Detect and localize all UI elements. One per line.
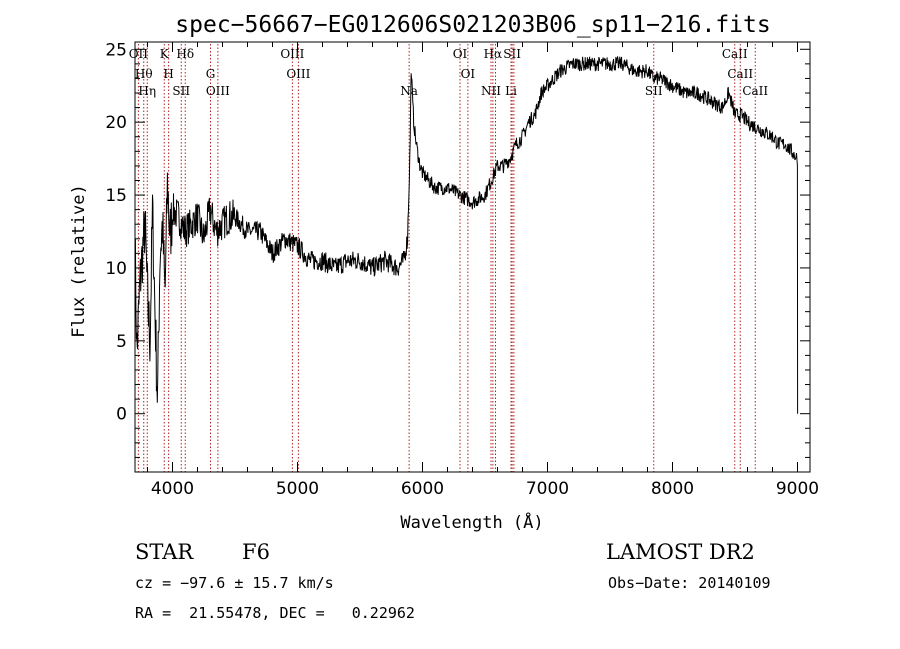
plot-frame xyxy=(134,41,811,473)
y-tick-label: 15 xyxy=(105,186,127,206)
chart-title: spec−56667−EG012606S021203B06_sp11−216.f… xyxy=(175,12,770,38)
x-tick-label: 9000 xyxy=(776,479,819,499)
ra-dec: RA = 21.55478, DEC = 0.22962 xyxy=(135,604,415,622)
marker-label: SII xyxy=(503,47,521,61)
spectral-subclass: F6 xyxy=(242,540,270,564)
marker-label: OII xyxy=(129,47,149,61)
obs-date: Obs−Date: 20140109 xyxy=(608,574,771,592)
marker-label: OIII xyxy=(206,84,230,98)
marker-label: OIII xyxy=(286,67,310,81)
marker-label: Hη xyxy=(138,84,156,98)
marker-label: CaII xyxy=(742,84,768,98)
marker-label: K xyxy=(160,47,170,61)
marker-label: CaII xyxy=(722,47,748,61)
marker-label: H xyxy=(163,67,173,81)
spectrum-line xyxy=(134,55,799,414)
y-tick-label: 10 xyxy=(105,259,127,279)
y-tick-label: 5 xyxy=(116,332,127,352)
marker-label: SII xyxy=(645,84,663,98)
x-tick-label: 5000 xyxy=(276,479,319,499)
x-tick-label: 6000 xyxy=(401,479,444,499)
object-class: STAR xyxy=(135,540,194,564)
y-tick-label: 0 xyxy=(116,405,127,425)
marker-label: Na xyxy=(400,84,418,98)
marker-label: OI xyxy=(461,67,476,81)
y-tick-label: 25 xyxy=(105,40,127,60)
y-axis-label: Flux (relative) xyxy=(69,184,89,338)
spectrum-series xyxy=(134,55,799,414)
y-tick-label: 20 xyxy=(105,113,127,133)
marker-label: OIII xyxy=(280,47,304,61)
marker-label: G xyxy=(206,67,216,81)
redshift-cz: cz = −97.6 ± 15.7 km/s xyxy=(135,574,334,592)
axis-ticks: 4000 5000 6000 7000 8000 9000 0 5 10 15 20 25 xyxy=(105,40,819,499)
marker-label: OI xyxy=(453,47,468,61)
marker-label: Hθ xyxy=(135,67,153,81)
x-axis-label: Wavelength (Å) xyxy=(400,511,543,533)
x-tick-label: 4000 xyxy=(151,479,194,499)
marker-label: CaII xyxy=(727,67,753,81)
marker-label: Hα xyxy=(484,47,503,61)
survey-label: LAMOST DR2 xyxy=(606,540,755,564)
x-tick-label: 7000 xyxy=(526,479,569,499)
marker-label: NII xyxy=(481,84,501,98)
marker-label: Hδ xyxy=(176,47,194,61)
x-tick-label: 8000 xyxy=(651,479,694,499)
marker-label: SII xyxy=(172,84,190,98)
line-markers: OII Hθ Hη KH SII Hδ G OIII OIII OIII Na OI OI NII Hα Li… xyxy=(129,44,768,472)
marker-label: Li xyxy=(505,84,517,98)
